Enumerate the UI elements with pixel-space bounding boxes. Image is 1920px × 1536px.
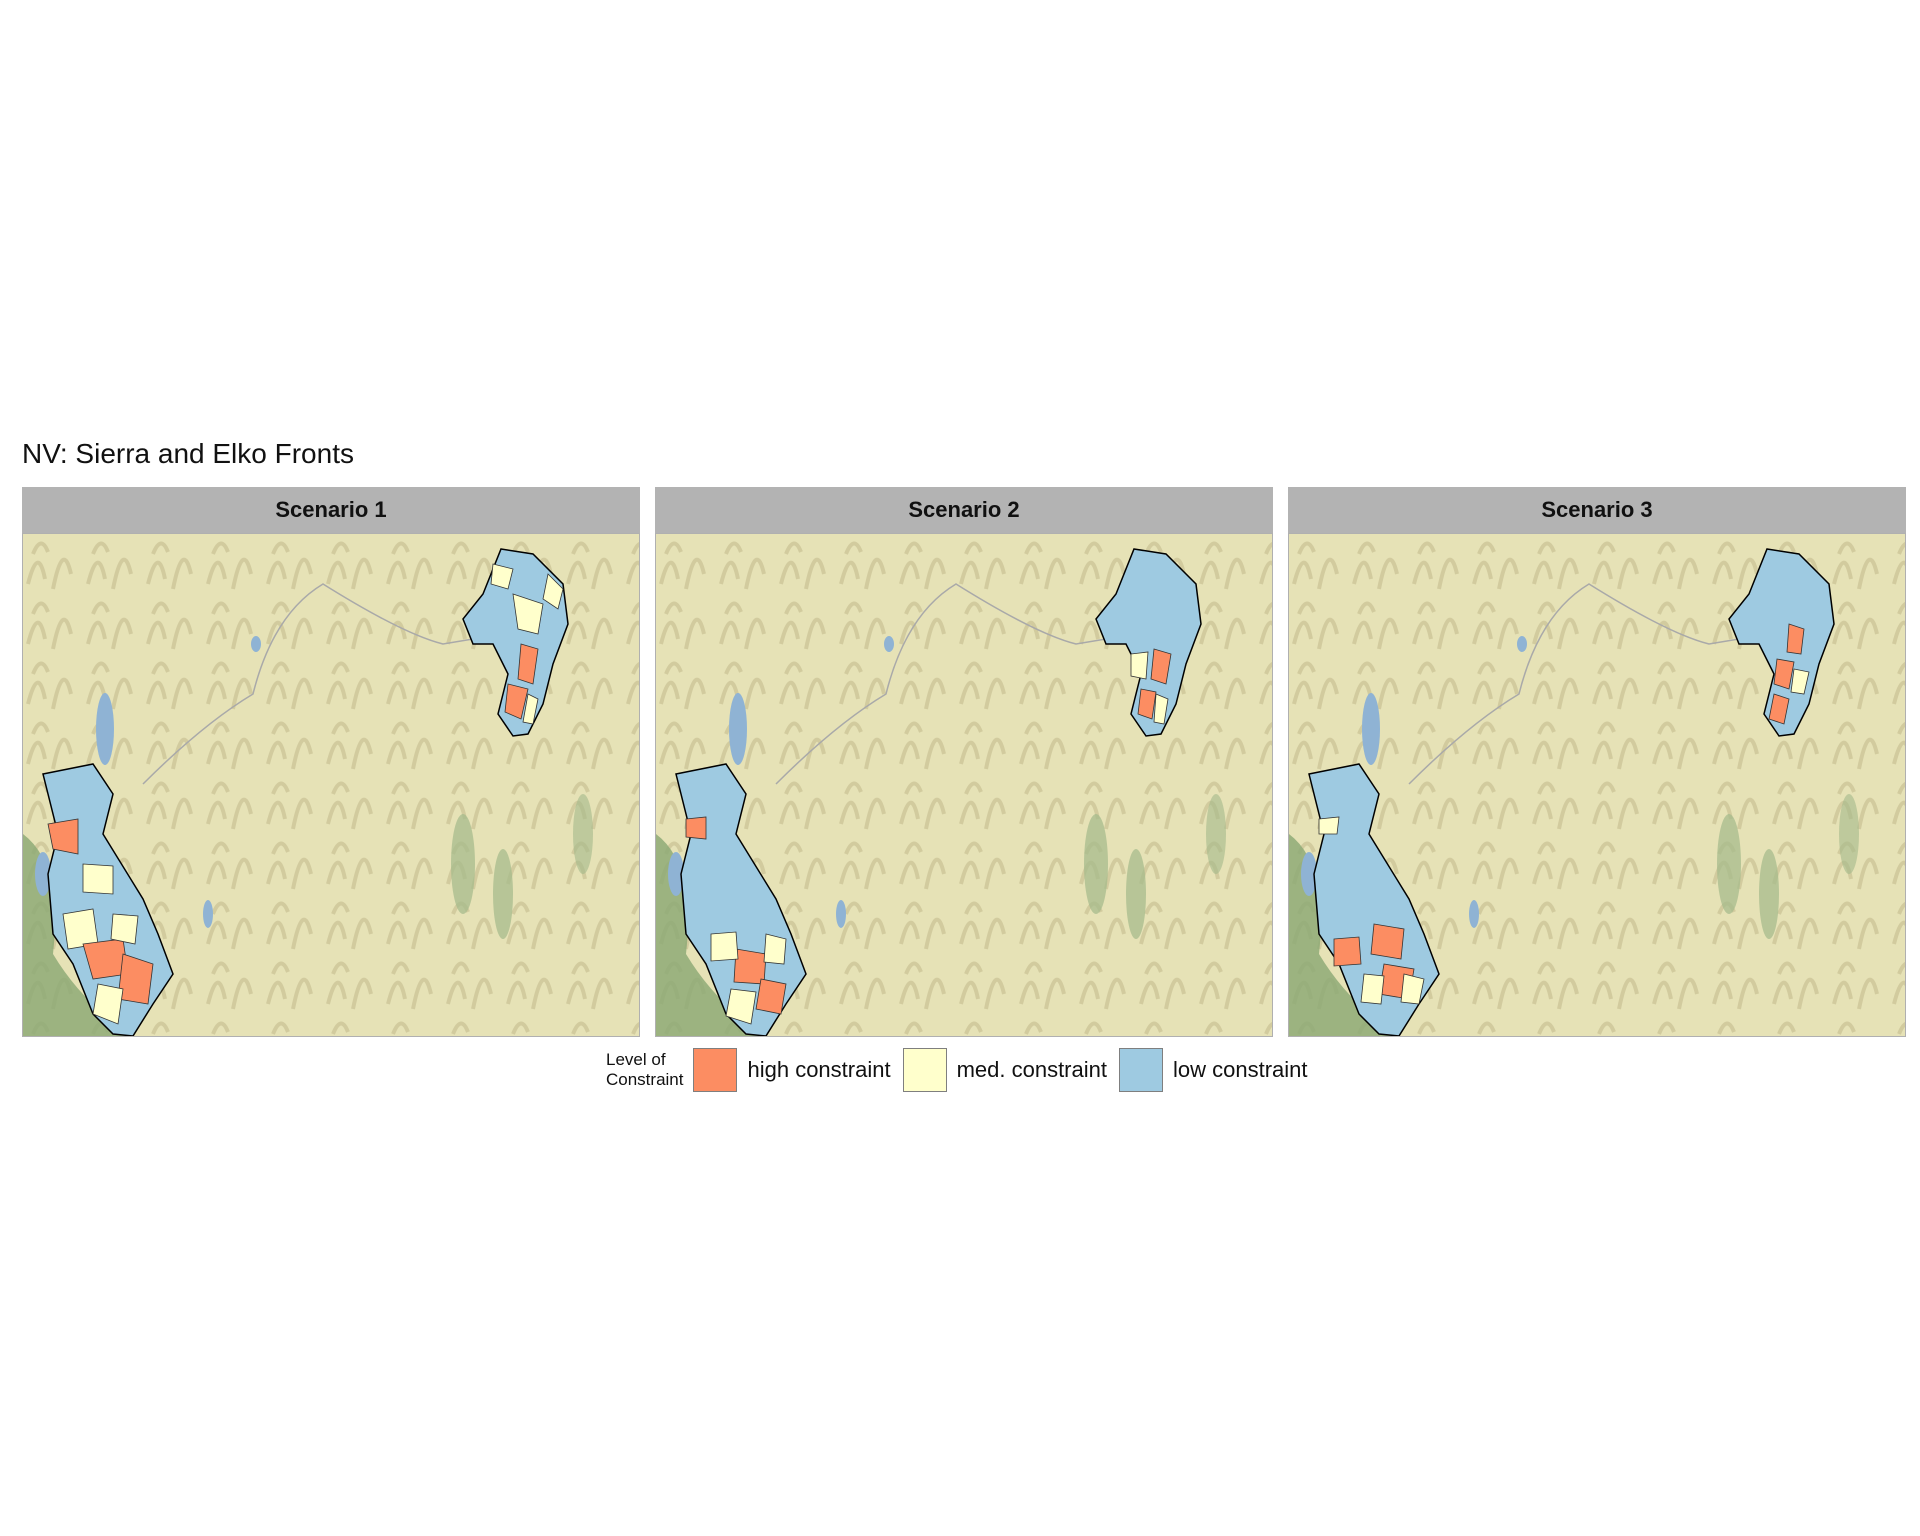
elko-region [1095,548,1202,737]
sierra-region [42,763,174,1036]
forest-area [1084,814,1108,914]
forest-area [1717,814,1741,914]
lake [1362,693,1380,765]
legend-title-line-2: Constraint [606,1070,684,1089]
lake [729,693,747,765]
highway [775,583,1137,785]
lake [1469,900,1479,928]
legend: Level of Constraint high constraint med.… [606,1048,1320,1092]
legend-swatch-med [902,1048,947,1092]
legend-item-high: high constraint [693,1048,891,1092]
legend-label-med: med. constraint [956,1057,1107,1082]
forest-area [1839,794,1859,874]
legend-item-med: med. constraint [902,1048,1107,1092]
forest-area [573,794,593,874]
lake [251,636,261,652]
map-svg [23,534,639,1036]
panel-strip: Scenario 3 [1288,487,1906,533]
panel-scenario-1: Scenario 1 [22,487,640,1037]
lake [668,852,684,896]
legend-label-high: high constraint [747,1057,891,1082]
map-svg [1289,534,1905,1036]
forest-area [1759,849,1779,939]
lake [884,636,894,652]
map-title: NV: Sierra and Elko Fronts [22,438,354,469]
scenario-map[interactable] [655,533,1273,1037]
lake [836,900,846,928]
sierra-region [1308,763,1440,1036]
elko-region [462,548,569,737]
legend-swatch-high [693,1048,738,1092]
legend-label-low: low constraint [1172,1057,1308,1082]
scenario-map[interactable] [22,533,640,1037]
lake [203,900,213,928]
highway [142,583,504,785]
forest-area [451,814,475,914]
legend-swatch-low [1118,1048,1163,1092]
panel-strip: Scenario 2 [655,487,1273,533]
legend-title-line-1: Level of [606,1050,666,1069]
elko-region [1728,548,1835,737]
lake [1517,636,1527,652]
panel-scenario-3: Scenario 3 [1288,487,1906,1037]
sierra-region [675,763,807,1036]
forest-area [493,849,513,939]
lake [96,693,114,765]
forest-area [1206,794,1226,874]
lake [35,852,51,896]
legend-item-low: low constraint [1118,1048,1308,1092]
panel-scenario-2: Scenario 2 [655,487,1273,1037]
scenario-map[interactable] [1288,533,1906,1037]
panel-strip: Scenario 1 [22,487,640,533]
legend-title: Level of Constraint [606,1050,683,1090]
forest-area [1126,849,1146,939]
map-svg [656,534,1272,1036]
highway [1408,583,1770,785]
lake [1301,852,1317,896]
